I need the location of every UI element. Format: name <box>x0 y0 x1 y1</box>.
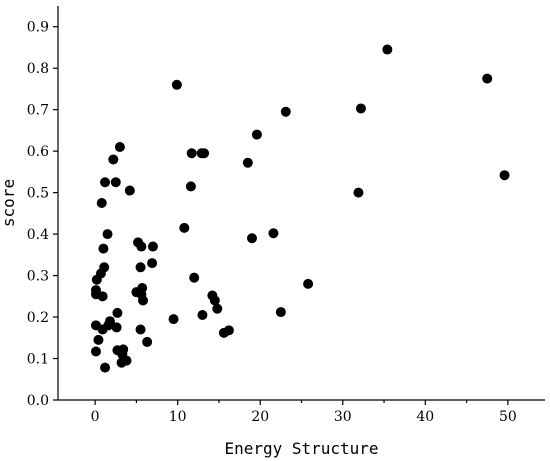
data-point <box>100 362 111 373</box>
data-point <box>303 278 314 289</box>
data-point <box>179 222 190 233</box>
y-tick-label: 0.3 <box>27 269 49 285</box>
y-tick-label: 0.1 <box>27 352 49 368</box>
data-point <box>98 243 109 254</box>
data-point <box>121 355 132 366</box>
data-point <box>209 295 220 306</box>
data-point <box>135 324 146 335</box>
y-axis-label: score <box>0 179 18 227</box>
data-point <box>382 44 393 55</box>
data-point <box>90 346 101 357</box>
data-point <box>108 154 119 165</box>
y-tick-label: 0.8 <box>27 61 49 77</box>
data-point <box>136 241 147 252</box>
data-point <box>499 170 510 181</box>
data-point <box>171 79 182 90</box>
data-point <box>280 106 291 117</box>
x-tick-label: 40 <box>416 409 434 425</box>
data-point <box>186 148 197 159</box>
y-tick-label: 0.7 <box>27 103 49 119</box>
data-point <box>353 187 364 198</box>
data-point <box>93 334 104 345</box>
data-point <box>100 177 111 188</box>
data-point <box>99 262 110 273</box>
data-point <box>168 314 179 325</box>
data-point <box>147 241 158 252</box>
x-axis-label: Energy Structure <box>224 439 378 458</box>
data-point <box>97 291 108 302</box>
data-point <box>112 307 123 318</box>
data-points <box>90 44 510 373</box>
y-tick-label: 0.2 <box>27 310 49 326</box>
data-point <box>96 198 107 208</box>
data-point <box>482 73 493 84</box>
data-point <box>251 129 262 140</box>
data-point <box>199 148 210 159</box>
data-point <box>223 325 234 336</box>
x-tick-label: 50 <box>499 409 517 425</box>
data-point <box>189 272 200 283</box>
data-point <box>197 309 208 320</box>
data-point <box>355 103 366 114</box>
x-axis: 0 10 20 30 40 50 <box>58 399 545 425</box>
x-tick-label: 30 <box>334 409 352 425</box>
x-tick-label: 20 <box>251 409 269 425</box>
y-tick-label: 0.6 <box>27 144 49 160</box>
y-tick-label: 0.0 <box>27 393 49 409</box>
data-point <box>111 322 122 333</box>
data-point <box>105 316 116 327</box>
data-point <box>114 142 125 153</box>
plot-background <box>58 6 545 400</box>
data-point <box>275 307 286 318</box>
data-point <box>268 228 279 239</box>
x-tick-label: 0 <box>91 409 100 425</box>
data-point <box>118 344 129 355</box>
y-tick-label: 0.5 <box>27 186 49 202</box>
data-point <box>135 262 146 273</box>
y-tick-label: 0.9 <box>27 20 49 36</box>
data-point <box>147 258 158 269</box>
data-point <box>185 181 196 192</box>
data-point <box>102 229 113 240</box>
x-tick-label: 10 <box>169 409 187 425</box>
plot-area <box>58 6 545 400</box>
data-point <box>142 336 153 347</box>
data-point <box>110 177 121 188</box>
y-axis: 0.0 0.1 0.2 0.3 0.4 0.5 0.6 0.7 0.8 0.9 <box>27 6 59 409</box>
data-point <box>138 295 149 306</box>
data-point <box>124 185 135 196</box>
data-point <box>246 233 257 244</box>
data-point <box>137 283 148 294</box>
data-point <box>212 303 223 314</box>
data-point <box>242 157 253 168</box>
y-tick-label: 0.4 <box>27 227 49 243</box>
